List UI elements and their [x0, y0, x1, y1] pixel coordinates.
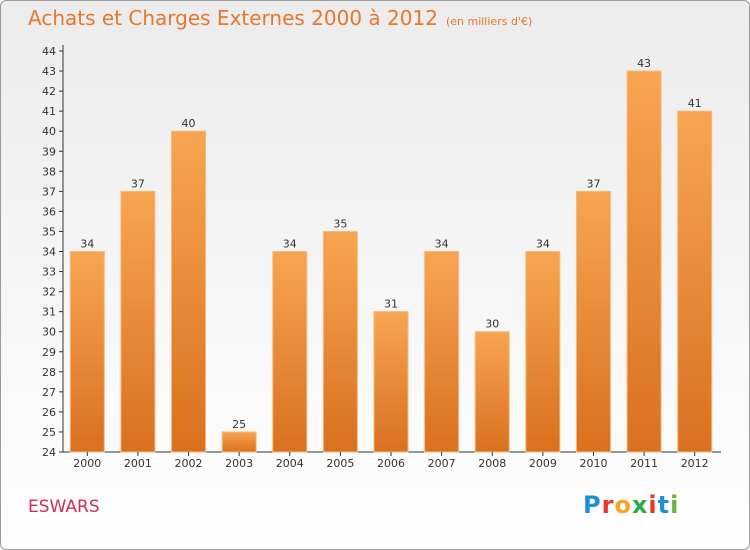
- commune-name: ESWARS: [28, 497, 100, 517]
- x-tick-label: 2003: [225, 457, 253, 470]
- bar: [626, 70, 662, 453]
- bar-value-label: 30: [485, 318, 499, 331]
- bar-value-label: 37: [131, 177, 145, 190]
- x-tick-label: 2000: [73, 457, 101, 470]
- bar-value-label: 37: [586, 177, 600, 190]
- x-tick-label: 2002: [175, 457, 203, 470]
- bar-value-label: 35: [333, 217, 347, 230]
- logo-letter: x: [631, 491, 649, 519]
- x-tick-label: 2010: [579, 457, 607, 470]
- y-tick-label: 35: [42, 225, 56, 238]
- bar-value-label: 25: [232, 418, 246, 431]
- y-tick-label: 38: [42, 165, 56, 178]
- y-tick-label: 37: [42, 185, 56, 198]
- bar: [272, 251, 308, 453]
- x-tick-label: 2008: [478, 457, 506, 470]
- bar-value-label: 40: [182, 117, 196, 130]
- proxiti-logo[interactable]: Proxiti: [583, 491, 679, 519]
- bar: [171, 130, 207, 453]
- x-tick-label: 2012: [681, 457, 709, 470]
- chart-title: Achats et Charges Externes 2000 à 2012 (e…: [28, 6, 532, 30]
- logo-letter: o: [614, 491, 632, 519]
- bar: [575, 190, 611, 453]
- logo-letter: t: [657, 491, 671, 519]
- bar: [474, 331, 510, 453]
- x-tick-label: 2007: [428, 457, 456, 470]
- y-tick-label: 39: [42, 145, 56, 158]
- y-tick-label: 27: [42, 386, 56, 399]
- y-tick-label: 36: [42, 205, 56, 218]
- logo-letter: r: [601, 491, 615, 519]
- bar-value-label: 34: [80, 238, 94, 251]
- y-tick-label: 43: [42, 65, 56, 78]
- chart-title-text: Achats et Charges Externes 2000 à 2012: [28, 6, 438, 30]
- bar-value-label: 41: [688, 97, 702, 110]
- logo-letter: P: [583, 491, 602, 519]
- bar: [373, 311, 409, 453]
- y-tick-label: 41: [42, 105, 56, 118]
- bar-value-label: 43: [637, 57, 651, 70]
- y-tick-label: 44: [42, 45, 56, 58]
- logo-letter: i: [648, 491, 658, 519]
- y-tick-label: 33: [42, 266, 56, 279]
- y-tick-label: 40: [42, 125, 56, 138]
- y-tick-label: 42: [42, 85, 56, 98]
- y-tick-label: 29: [42, 346, 56, 359]
- y-tick-label: 25: [42, 426, 56, 439]
- y-tick-label: 30: [42, 326, 56, 339]
- y-tick-label: 31: [42, 306, 56, 319]
- y-tick-label: 32: [42, 286, 56, 299]
- bar-value-label: 31: [384, 298, 398, 311]
- x-tick-label: 2009: [529, 457, 557, 470]
- x-tick-label: 2004: [276, 457, 304, 470]
- bar: [69, 251, 105, 453]
- bar: [120, 190, 156, 453]
- y-tick-label: 28: [42, 366, 56, 379]
- x-tick-label: 2005: [326, 457, 354, 470]
- y-tick-label: 24: [42, 446, 56, 459]
- logo-letter: i: [670, 491, 680, 519]
- bar: [525, 251, 561, 453]
- x-tick-label: 2006: [377, 457, 405, 470]
- x-tick-label: 2011: [630, 457, 658, 470]
- y-tick-label: 34: [42, 246, 56, 259]
- bar-value-label: 34: [536, 238, 550, 251]
- bar: [677, 110, 713, 453]
- bar: [424, 251, 460, 453]
- bar-value-label: 34: [283, 238, 297, 251]
- chart-unit: (en milliers d'€): [445, 15, 533, 28]
- bar: [322, 230, 358, 453]
- x-tick-label: 2001: [124, 457, 152, 470]
- bar: [221, 431, 257, 453]
- y-tick-label: 26: [42, 406, 56, 419]
- bar-value-label: 34: [435, 238, 449, 251]
